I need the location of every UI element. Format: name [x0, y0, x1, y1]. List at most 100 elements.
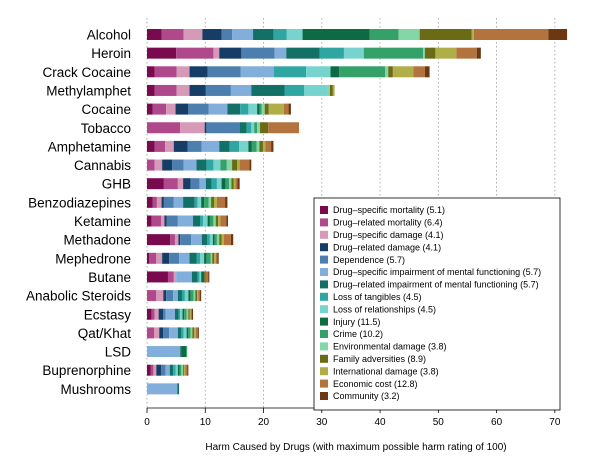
- segment-amphetamine-5: [187, 140, 202, 152]
- bar-crack-cocaine: [147, 66, 430, 78]
- segment-cocaine-16: [288, 103, 291, 115]
- segment-ecstasy-1: [147, 308, 152, 320]
- segment-heroin-15: [456, 47, 477, 59]
- segment-amphetamine-13: [259, 140, 263, 152]
- segment-cocaine-12: [261, 103, 265, 115]
- segment-methadone-9: [209, 234, 213, 246]
- x-axis: 0 10 20 30 40 50 60 70: [144, 407, 561, 428]
- segment-mephedrone-14: [214, 252, 216, 264]
- segment-anabolic-steroids-5: [166, 290, 174, 302]
- segment-alcohol-12: [398, 29, 420, 40]
- segment-cocaine-8: [240, 103, 249, 115]
- segment-qat-khat-10: [186, 327, 189, 339]
- segment-qat-khat-16: [197, 327, 199, 339]
- tick-label-60: 60: [491, 417, 503, 428]
- segment-ecstasy-2: [151, 308, 155, 320]
- segment-tobacco-8: [246, 122, 252, 134]
- segment-alcohol-11: [369, 29, 399, 40]
- segment-alcohol-8: [273, 29, 287, 40]
- segment-heroin-4: [219, 47, 242, 59]
- drug-label-benzodiazepines: Benzodiazepines: [28, 195, 131, 210]
- segment-methylamphet-1: [147, 84, 155, 96]
- segment-crack-cocaine-16: [424, 66, 430, 78]
- segment-alcohol-3: [183, 29, 203, 40]
- segment-alcohol-4: [202, 29, 222, 40]
- segment-ecstasy-9: [180, 308, 183, 320]
- segment-ecstasy-11: [184, 308, 187, 320]
- segment-alcohol-15: [473, 29, 549, 40]
- segment-mephedrone-11: [206, 252, 211, 264]
- segment-ecstasy-3: [154, 308, 159, 320]
- segment-heroin-13: [424, 47, 436, 59]
- segment-tobacco-4: [204, 122, 207, 134]
- segment-qat-khat-7: [177, 327, 182, 339]
- segment-benzodiazepines-16: [225, 196, 228, 208]
- segment-cannabis-9: [213, 159, 221, 171]
- segment-qat-khat-4: [159, 327, 164, 339]
- segment-alcohol-13: [419, 29, 472, 40]
- segment-qat-khat-5: [163, 327, 170, 339]
- segment-heroin-2: [176, 47, 214, 59]
- legend-label-3: Drug–specific damage (4.1): [333, 230, 444, 240]
- segment-amphetamine-2: [154, 140, 166, 152]
- segment-anabolic-steroids-12: [193, 290, 196, 302]
- segment-benzodiazepines-1: [147, 196, 153, 208]
- segment-buprenorphine-6: [165, 364, 170, 376]
- segment-mushrooms-6: [147, 383, 178, 395]
- segment-alcohol-1: [147, 29, 162, 40]
- segment-ghb-7: [205, 178, 212, 190]
- bar-butane: [147, 271, 210, 283]
- segment-butane-2: [167, 271, 174, 283]
- drug-label-qat-khat: Qat/Khat: [78, 326, 132, 341]
- segment-crack-cocaine-4: [189, 66, 208, 78]
- legend-label-8: Loss of tangibles (4.5): [333, 292, 422, 302]
- segment-mephedrone-5: [169, 252, 180, 264]
- segment-anabolic-steroids-8: [181, 290, 185, 302]
- segment-cannabis-5: [172, 159, 184, 171]
- segment-ecstasy-14: [189, 308, 191, 320]
- bar-amphetamine: [147, 140, 274, 152]
- segment-amphetamine-9: [239, 140, 249, 152]
- segment-methadone-16: [230, 234, 234, 246]
- segment-heroin-12: [423, 47, 425, 59]
- segment-butane-6: [176, 271, 192, 283]
- segment-ketamine-9: [202, 215, 208, 227]
- segment-buprenorphine-8: [173, 364, 176, 376]
- segment-ecstasy-6: [165, 308, 175, 320]
- legend-swatch-1: [320, 206, 328, 214]
- segment-qat-khat-12: [190, 327, 193, 339]
- segment-methylamphet-6: [230, 84, 252, 96]
- legend-label-14: International damage (3.8): [333, 366, 439, 376]
- segment-ketamine-6: [177, 215, 194, 227]
- legend-label-4: Drug–related damage (4.1): [333, 242, 441, 252]
- legend-box: [313, 197, 561, 411]
- segment-buprenorphine-11: [179, 364, 182, 376]
- segment-qat-khat-8: [181, 327, 184, 339]
- segment-buprenorphine-5: [160, 364, 166, 376]
- segment-ghb-1: [147, 178, 164, 190]
- segment-anabolic-steroids-14: [197, 290, 199, 302]
- segment-cocaine-11: [259, 103, 262, 115]
- legend-swatch-5: [320, 255, 328, 264]
- segment-heroin-11: [363, 47, 424, 59]
- drug-label-ghb: GHB: [102, 177, 131, 192]
- segment-methylamphet-7: [251, 84, 285, 96]
- segment-qat-khat-6: [169, 327, 178, 339]
- tick-label-50: 50: [433, 417, 445, 428]
- segment-ketamine-13: [215, 215, 219, 227]
- segment-methylamphet-8: [284, 84, 305, 96]
- segment-anabolic-steroids-10: [188, 290, 191, 302]
- segment-benzodiazepines-14: [214, 196, 217, 208]
- segment-benzodiazepines-5: [163, 196, 174, 208]
- segment-benzodiazepines-4: [161, 196, 164, 208]
- segment-ketamine-11: [209, 215, 214, 227]
- segment-alcohol-5: [221, 29, 233, 40]
- bar-mephedrone: [147, 252, 219, 264]
- segment-ghb-13: [231, 178, 234, 190]
- drug-label-lsd: LSD: [105, 345, 132, 360]
- segment-cocaine-3: [166, 103, 176, 115]
- segment-ghb-16: [237, 178, 240, 190]
- bar-ketamine: [147, 215, 228, 227]
- segment-methadone-5: [180, 234, 192, 246]
